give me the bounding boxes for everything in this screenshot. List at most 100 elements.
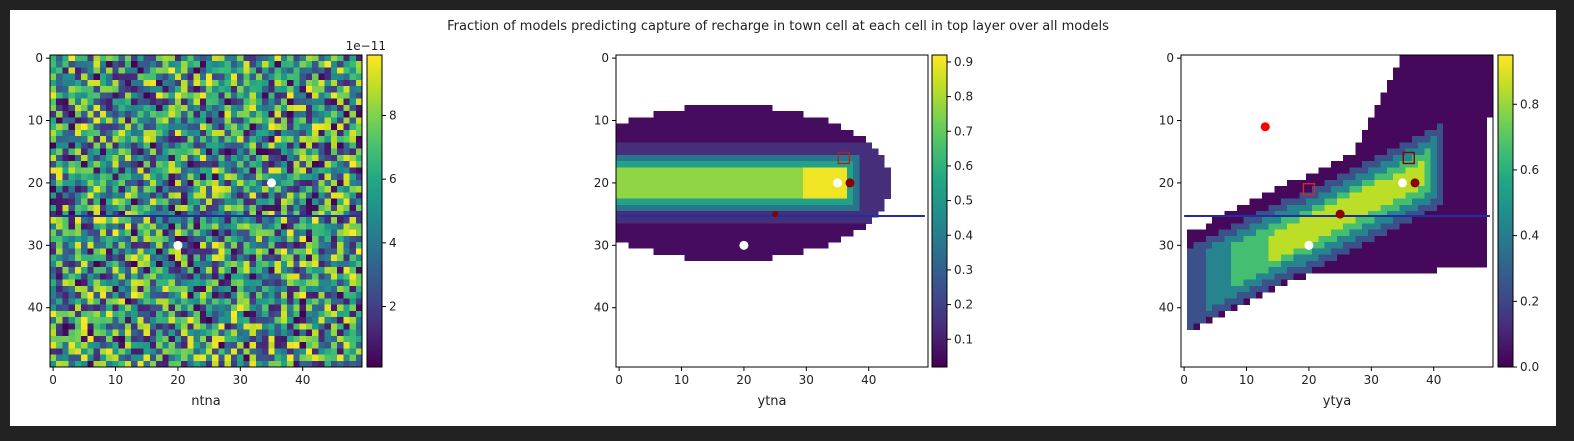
heatmap-cell <box>118 248 126 255</box>
heatmap-cell <box>1449 173 1456 181</box>
heatmap-cell <box>93 217 101 224</box>
heatmap-cell <box>118 186 126 193</box>
heatmap-cell <box>149 211 157 218</box>
heatmap-cell <box>156 260 163 268</box>
heatmap-cell <box>747 204 754 212</box>
heatmap-cell <box>112 55 119 62</box>
heatmap-cell <box>87 86 94 93</box>
colorbar-step <box>1498 122 1513 126</box>
heatmap-cell <box>162 260 169 268</box>
heatmap-cell <box>330 186 338 193</box>
heatmap-cell <box>62 211 70 218</box>
heatmap-cell <box>1399 55 1406 62</box>
heatmap-cell <box>62 273 70 280</box>
heatmap-cell <box>237 73 244 81</box>
heatmap-cell <box>703 223 710 231</box>
heatmap-cell <box>1449 142 1456 149</box>
heatmap-cell <box>118 73 126 81</box>
heatmap-cell <box>299 223 307 231</box>
heatmap-cell <box>249 179 257 187</box>
colorbar-step <box>932 343 947 347</box>
colorbar-step <box>367 302 382 306</box>
heatmap-cell <box>249 304 257 312</box>
heatmap-cell <box>280 129 288 137</box>
heatmap-cell <box>703 148 710 156</box>
heatmap-cell <box>753 192 760 199</box>
heatmap-cell <box>274 79 282 87</box>
heatmap-cell <box>1243 267 1250 274</box>
heatmap-cell <box>312 217 319 224</box>
heatmap-cell <box>809 167 816 174</box>
heatmap-cell <box>74 104 82 112</box>
heatmap-cell <box>355 92 363 99</box>
heatmap-cell <box>212 92 219 99</box>
heatmap-cell <box>287 248 294 255</box>
colorbar-step <box>932 86 947 90</box>
heatmap-cell <box>640 223 648 231</box>
heatmap-cell <box>262 273 269 280</box>
heatmap-cell <box>1449 179 1456 187</box>
heatmap-cell <box>305 98 313 106</box>
colorbar-step <box>1498 133 1513 137</box>
heatmap-cell <box>305 360 313 368</box>
heatmap-cell <box>665 117 673 124</box>
heatmap-cell <box>87 167 94 174</box>
heatmap-cell <box>206 342 213 349</box>
heatmap-cell <box>703 136 710 143</box>
heatmap-cell <box>99 55 107 62</box>
heatmap-cell <box>230 111 238 118</box>
heatmap-cell <box>68 123 76 131</box>
heatmap-cell <box>678 117 685 124</box>
heatmap-cell <box>50 217 57 224</box>
heatmap-cell <box>1205 304 1213 312</box>
heatmap-cell <box>846 154 854 162</box>
heatmap-cell <box>355 67 363 75</box>
heatmap-cell <box>62 267 70 274</box>
heatmap-cell <box>349 235 357 243</box>
heatmap-cell <box>684 179 692 187</box>
heatmap-cell <box>181 198 188 206</box>
heatmap-cell <box>293 192 300 199</box>
heatmap-cell <box>616 154 623 162</box>
colorbar-tick-label: 6 <box>389 172 397 186</box>
heatmap-cell <box>237 86 244 93</box>
heatmap-cell <box>1330 173 1338 181</box>
heatmap-cell <box>299 285 307 293</box>
heatmap-cell <box>124 129 132 137</box>
heatmap-cell <box>1436 211 1444 218</box>
heatmap-cell <box>1430 267 1438 274</box>
heatmap-cell <box>118 342 126 349</box>
heatmap-cell <box>168 61 176 68</box>
heatmap-cell <box>653 235 660 243</box>
heatmap-cell <box>790 223 798 231</box>
heatmap-cell <box>1212 223 1219 231</box>
heatmap-cell <box>249 254 257 262</box>
heatmap-cell <box>1443 73 1450 81</box>
heatmap-cell <box>622 136 629 143</box>
heatmap-cell <box>143 223 151 231</box>
heatmap-cell <box>312 267 319 274</box>
heatmap-cell <box>174 260 182 268</box>
heatmap-cell <box>1480 173 1488 181</box>
heatmap-cell <box>299 317 307 324</box>
heatmap-cell <box>137 186 144 193</box>
heatmap-cell <box>772 167 779 174</box>
heatmap-cell <box>106 211 113 218</box>
heatmap-cell <box>62 92 70 99</box>
heatmap-cell <box>168 248 176 255</box>
heatmap-cell <box>1280 192 1288 199</box>
heatmap-cell <box>212 192 219 199</box>
heatmap-cell <box>740 192 748 199</box>
heatmap-cell <box>149 285 157 293</box>
heatmap-cell <box>181 117 188 124</box>
heatmap-cell <box>237 148 244 156</box>
heatmap-cell <box>1424 98 1431 106</box>
heatmap-cell <box>628 198 636 206</box>
heatmap-cell <box>1393 86 1400 93</box>
heatmap-cell <box>149 229 157 237</box>
colorbar-step <box>1498 99 1513 103</box>
heatmap-cell <box>1455 198 1463 206</box>
heatmap-cell <box>1380 123 1388 131</box>
colorbar-step <box>932 307 947 311</box>
heatmap-cell <box>99 98 107 106</box>
